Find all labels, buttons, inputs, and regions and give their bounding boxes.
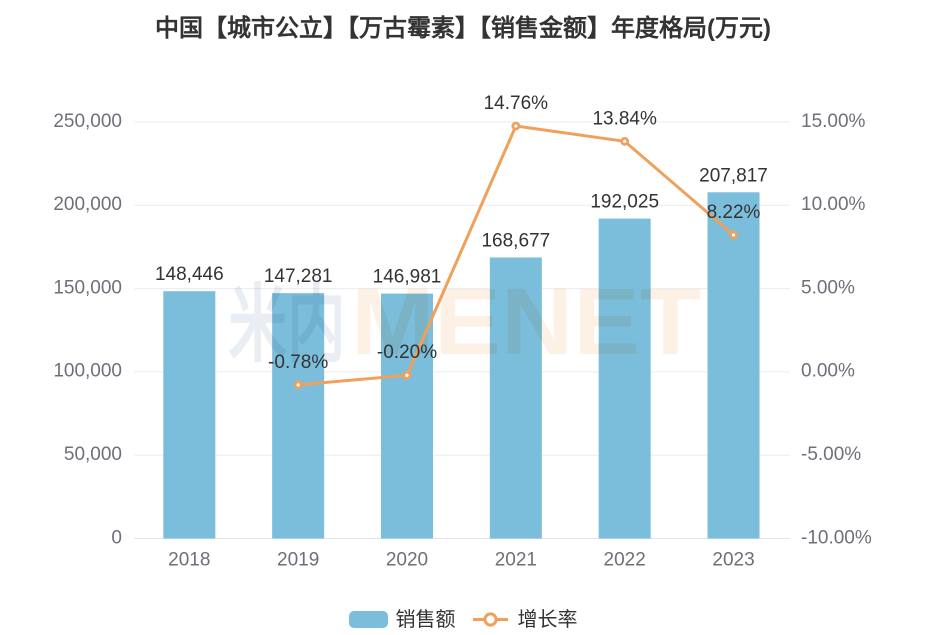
x-axis-tick-label: 2022 <box>604 550 646 571</box>
right-axis-tick-label: 10.00% <box>801 194 866 215</box>
bar-value-label: 207,817 <box>699 165 768 186</box>
growth-rate-label: -0.20% <box>377 342 437 363</box>
growth-rate-label: 14.76% <box>484 93 549 114</box>
growth-rate-label: 8.22% <box>707 202 761 223</box>
bar-2018[interactable] <box>163 291 216 539</box>
bar-series-swatch-icon <box>348 611 388 628</box>
watermark-latin-text: MENET <box>351 269 701 375</box>
growth-rate-label: -0.78% <box>268 352 328 373</box>
legend-item-sales[interactable]: 销售额 <box>348 608 456 631</box>
legend: 销售额 增长率 <box>0 604 926 635</box>
bar-value-label: 168,677 <box>481 230 550 251</box>
bar-2019[interactable] <box>272 293 325 539</box>
x-axis-tick-label: 2020 <box>386 550 428 571</box>
bar-value-label: 148,446 <box>155 264 224 285</box>
legend-label-growth: 增长率 <box>517 608 578 631</box>
bar-value-label: 192,025 <box>590 192 659 213</box>
left-axis-tick-label: 50,000 <box>64 444 122 465</box>
line-marker-2019[interactable] <box>293 380 303 390</box>
bar-value-label: 146,981 <box>373 267 442 288</box>
right-axis-tick-label: 15.00% <box>801 111 866 132</box>
x-axis-tick-label: 2018 <box>168 550 210 571</box>
left-axis-tick-label: 0 <box>111 527 122 548</box>
bar-value-label: 147,281 <box>264 266 333 287</box>
bar-2021[interactable] <box>489 257 542 539</box>
bar-2022[interactable] <box>598 218 651 539</box>
line-marker-2020[interactable] <box>402 370 412 380</box>
growth-rate-label: 13.84% <box>592 108 657 129</box>
x-axis-tick-label: 2021 <box>495 550 537 571</box>
x-axis-tick-label: 2023 <box>712 550 754 571</box>
watermark-cjk-text: 米内 <box>229 278 346 373</box>
chart-title: 中国【城市公立】【万古霉素】【销售金额】年度格局(万元) <box>155 15 771 42</box>
line-marker-2023[interactable] <box>729 230 738 240</box>
right-axis-tick-label: -10.00% <box>801 527 872 548</box>
right-axis-tick-label: -5.00% <box>801 444 861 465</box>
left-axis-tick-label: 200,000 <box>53 194 122 215</box>
legend-label-sales: 销售额 <box>395 608 456 631</box>
right-axis-tick-label: 5.00% <box>801 277 855 298</box>
left-axis-tick-label: 100,000 <box>53 361 122 382</box>
right-axis-tick-label: 0.00% <box>801 361 855 382</box>
left-axis-tick-label: 150,000 <box>53 277 122 298</box>
bar-2023[interactable] <box>707 192 760 539</box>
line-marker-2022[interactable] <box>620 136 630 146</box>
line-marker-2021[interactable] <box>511 121 521 131</box>
legend-item-growth[interactable]: 增长率 <box>472 608 578 631</box>
line-series-icon <box>472 612 508 627</box>
left-axis-tick-label: 250,000 <box>53 111 122 132</box>
x-axis-tick-label: 2019 <box>277 550 319 571</box>
